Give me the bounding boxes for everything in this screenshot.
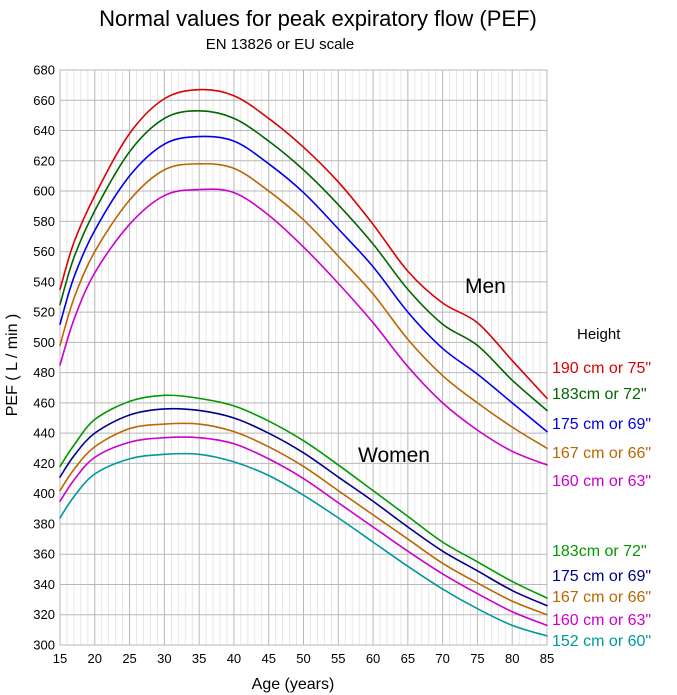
x-tick-label: 50 xyxy=(296,651,310,666)
y-tick-label: 360 xyxy=(33,547,55,562)
legend-item-men-3: 167 cm or 66" xyxy=(552,445,651,462)
y-tick-label: 440 xyxy=(33,426,55,441)
y-tick-label: 420 xyxy=(33,456,55,471)
y-tick-label: 380 xyxy=(33,516,55,531)
legend-item-women-4: 152 cm or 60" xyxy=(552,633,651,650)
x-tick-label: 20 xyxy=(88,651,102,666)
y-tick-label: 560 xyxy=(33,244,55,259)
y-tick-label: 680 xyxy=(33,63,55,78)
x-tick-label: 60 xyxy=(366,651,380,666)
series-line-men-2 xyxy=(59,135,548,433)
chart-title: Normal values for peak expiratory flow (… xyxy=(99,6,537,31)
x-tick-label: 35 xyxy=(192,651,206,666)
y-tick-label: 300 xyxy=(33,638,55,653)
y-tick-label: 640 xyxy=(33,123,55,138)
grid xyxy=(59,69,548,646)
series-lines xyxy=(59,88,548,637)
x-tick-label: 85 xyxy=(540,651,554,666)
legend: 190 cm or 75" 183cm or 72" 175 cm or 69" 16… xyxy=(552,360,651,650)
x-tick-label: 45 xyxy=(261,651,275,666)
x-tick-label: 15 xyxy=(53,651,67,666)
legend-item-men-2: 175 cm or 69" xyxy=(552,416,651,433)
legend-item-women-3: 160 cm or 63" xyxy=(552,612,651,629)
y-tick-label: 580 xyxy=(33,214,55,229)
y-tick-label: 520 xyxy=(33,305,55,320)
y-tick-label: 480 xyxy=(33,365,55,380)
y-tick-label: 340 xyxy=(33,577,55,592)
legend-item-women-2: 167 cm or 66" xyxy=(552,589,651,606)
group-label-women: Women xyxy=(358,444,430,467)
x-tick-label: 40 xyxy=(227,651,241,666)
y-tick-label: 320 xyxy=(33,607,55,622)
x-tick-label: 25 xyxy=(122,651,136,666)
legend-title: Height xyxy=(577,326,621,343)
series-line-men-4 xyxy=(59,188,548,466)
legend-item-men-1: 183cm or 72" xyxy=(552,386,647,403)
x-tick-label: 30 xyxy=(157,651,171,666)
x-tick-label: 75 xyxy=(470,651,484,666)
y-tick-label: 400 xyxy=(33,486,55,501)
chart-subtitle: EN 13826 or EU scale xyxy=(206,36,354,53)
series-line-men-3 xyxy=(59,162,548,450)
x-axis-label: Age (years) xyxy=(252,676,335,693)
x-tick-label: 65 xyxy=(401,651,415,666)
legend-item-women-1: 175 cm or 69" xyxy=(552,568,651,585)
series-line-women-1 xyxy=(59,407,548,607)
series-line-women-3 xyxy=(59,436,548,627)
y-tick-label: 500 xyxy=(33,335,55,350)
y-tick-label: 600 xyxy=(33,184,55,199)
y-tick-label: 660 xyxy=(33,93,55,108)
legend-item-women-0: 183cm or 72" xyxy=(552,543,647,560)
plot-frame xyxy=(59,69,548,646)
series-line-men-0 xyxy=(59,88,548,400)
legend-item-men-0: 190 cm or 75" xyxy=(552,360,651,377)
tick-labels: 15 20 25 30 35 40 45 50 55 60 65 70 75 80 85 300 320 340 3… xyxy=(33,63,554,667)
series-line-women-2 xyxy=(59,422,548,616)
y-tick-label: 620 xyxy=(33,153,55,168)
series-line-men-1 xyxy=(59,110,548,412)
series-line-women-4 xyxy=(59,452,548,637)
x-tick-label: 80 xyxy=(505,651,519,666)
legend-item-men-4: 160 cm or 63" xyxy=(552,473,651,490)
x-tick-label: 70 xyxy=(435,651,449,666)
y-axis-label: PEF ( L / min ) xyxy=(4,314,21,417)
group-label-men: Men xyxy=(465,275,506,298)
x-tick-label: 55 xyxy=(331,651,345,666)
y-tick-label: 460 xyxy=(33,395,55,410)
y-tick-label: 540 xyxy=(33,274,55,289)
series-line-women-0 xyxy=(59,394,548,599)
